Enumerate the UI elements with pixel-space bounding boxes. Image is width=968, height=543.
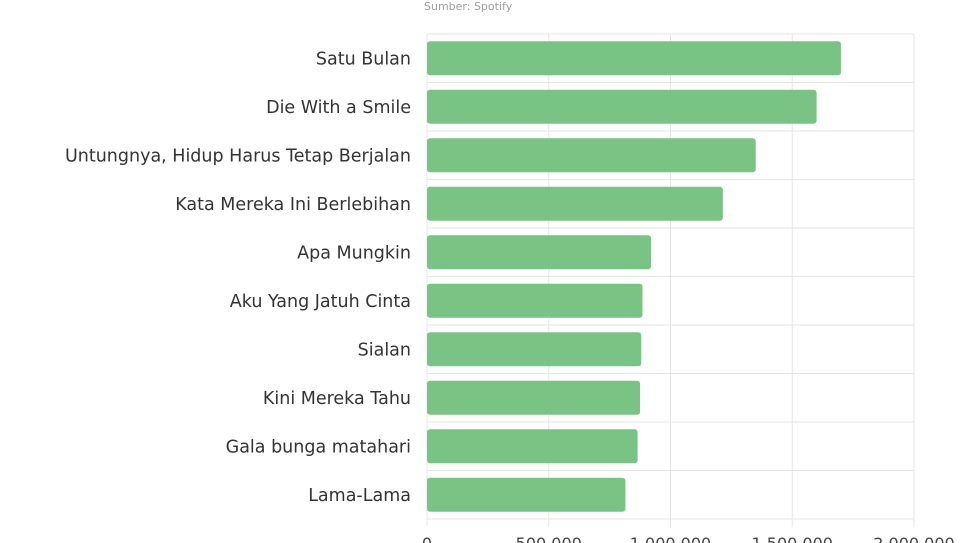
category-label: Kini Mereka Tahu bbox=[263, 389, 411, 409]
bar bbox=[427, 332, 642, 367]
x-tick-label: 1.000.000 bbox=[630, 534, 711, 543]
x-tick-label-layer: 0 500.000 1.000.000 1.500.000 2.000.000 bbox=[422, 534, 955, 543]
bar bbox=[427, 89, 817, 124]
category-label: Apa Mungkin bbox=[297, 243, 411, 263]
category-label: Kata Mereka Ini Berlebihan bbox=[175, 195, 411, 215]
source-note: Sumber: Spotify bbox=[424, 0, 513, 13]
x-tick-label: 2.000.000 bbox=[873, 534, 954, 543]
grid-layer bbox=[426, 33, 915, 527]
category-label: Gala bunga matahari bbox=[226, 437, 411, 457]
bar bbox=[427, 138, 756, 173]
bar bbox=[427, 380, 641, 415]
x-tick-label: 1.500.000 bbox=[752, 534, 833, 543]
category-label: Sialan bbox=[358, 340, 411, 360]
bar bbox=[427, 283, 643, 318]
bar bbox=[427, 186, 723, 221]
x-tick-label: 500.000 bbox=[516, 534, 582, 543]
category-label-layer: Satu Bulan Die With a Smile Untungnya, Hid… bbox=[65, 49, 411, 506]
category-label: Aku Yang Jatuh Cinta bbox=[230, 292, 411, 312]
bar-layer bbox=[427, 41, 841, 512]
bar bbox=[427, 477, 626, 512]
category-label: Untungnya, Hidup Harus Tetap Berjalan bbox=[65, 146, 411, 166]
x-tick-label: 0 bbox=[422, 534, 432, 543]
bar bbox=[427, 41, 841, 76]
category-label: Die With a Smile bbox=[266, 98, 411, 118]
bar bbox=[427, 429, 638, 464]
category-label: Satu Bulan bbox=[316, 49, 411, 69]
category-label: Lama-Lama bbox=[308, 486, 411, 506]
bar bbox=[427, 235, 652, 270]
